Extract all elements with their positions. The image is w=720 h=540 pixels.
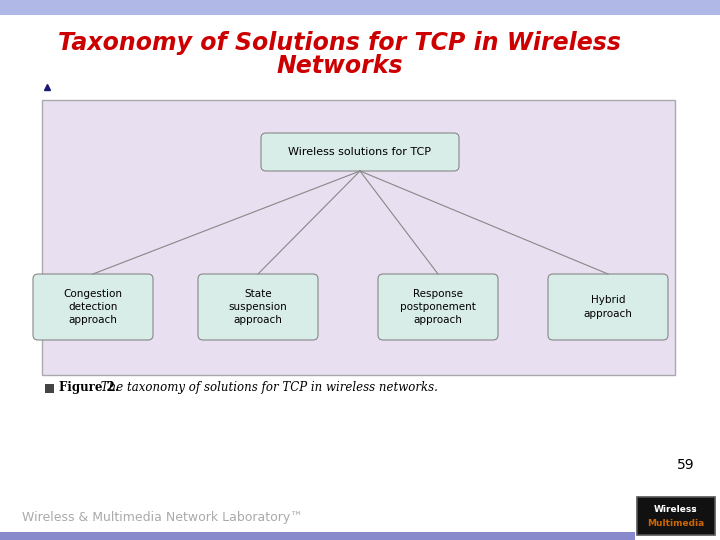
FancyBboxPatch shape [548, 274, 668, 340]
Bar [0, 532, 635, 540]
Text: Wireless solutions for TCP: Wireless solutions for TCP [289, 147, 431, 157]
Text: Taxonomy of Solutions for TCP in Wireless: Taxonomy of Solutions for TCP in Wireles… [58, 31, 621, 55]
FancyBboxPatch shape [261, 133, 459, 171]
FancyBboxPatch shape [42, 100, 675, 375]
FancyBboxPatch shape [637, 497, 715, 535]
Bar [0, 0, 720, 15]
Text: Multimedia: Multimedia [647, 518, 705, 528]
FancyBboxPatch shape [378, 274, 498, 340]
Text: State
suspension
approach: State suspension approach [229, 289, 287, 325]
Text: 59: 59 [678, 458, 695, 472]
Text: The taxonomy of solutions for TCP in wireless networks.: The taxonomy of solutions for TCP in wir… [97, 381, 438, 395]
Text: Figure 2.: Figure 2. [59, 381, 119, 395]
Text: Wireless & Multimedia Network Laboratory™: Wireless & Multimedia Network Laboratory… [22, 510, 302, 523]
Text: Wireless: Wireless [654, 505, 698, 515]
Text: Congestion
detection
approach: Congestion detection approach [63, 289, 122, 325]
Text: Response
postponement
approach: Response postponement approach [400, 289, 476, 325]
Text: 2: 2 [692, 507, 696, 513]
Bar [45, 384, 54, 393]
Text: Hybrid
approach: Hybrid approach [584, 295, 632, 319]
Text: Networks: Networks [276, 54, 403, 78]
FancyBboxPatch shape [198, 274, 318, 340]
FancyBboxPatch shape [33, 274, 153, 340]
